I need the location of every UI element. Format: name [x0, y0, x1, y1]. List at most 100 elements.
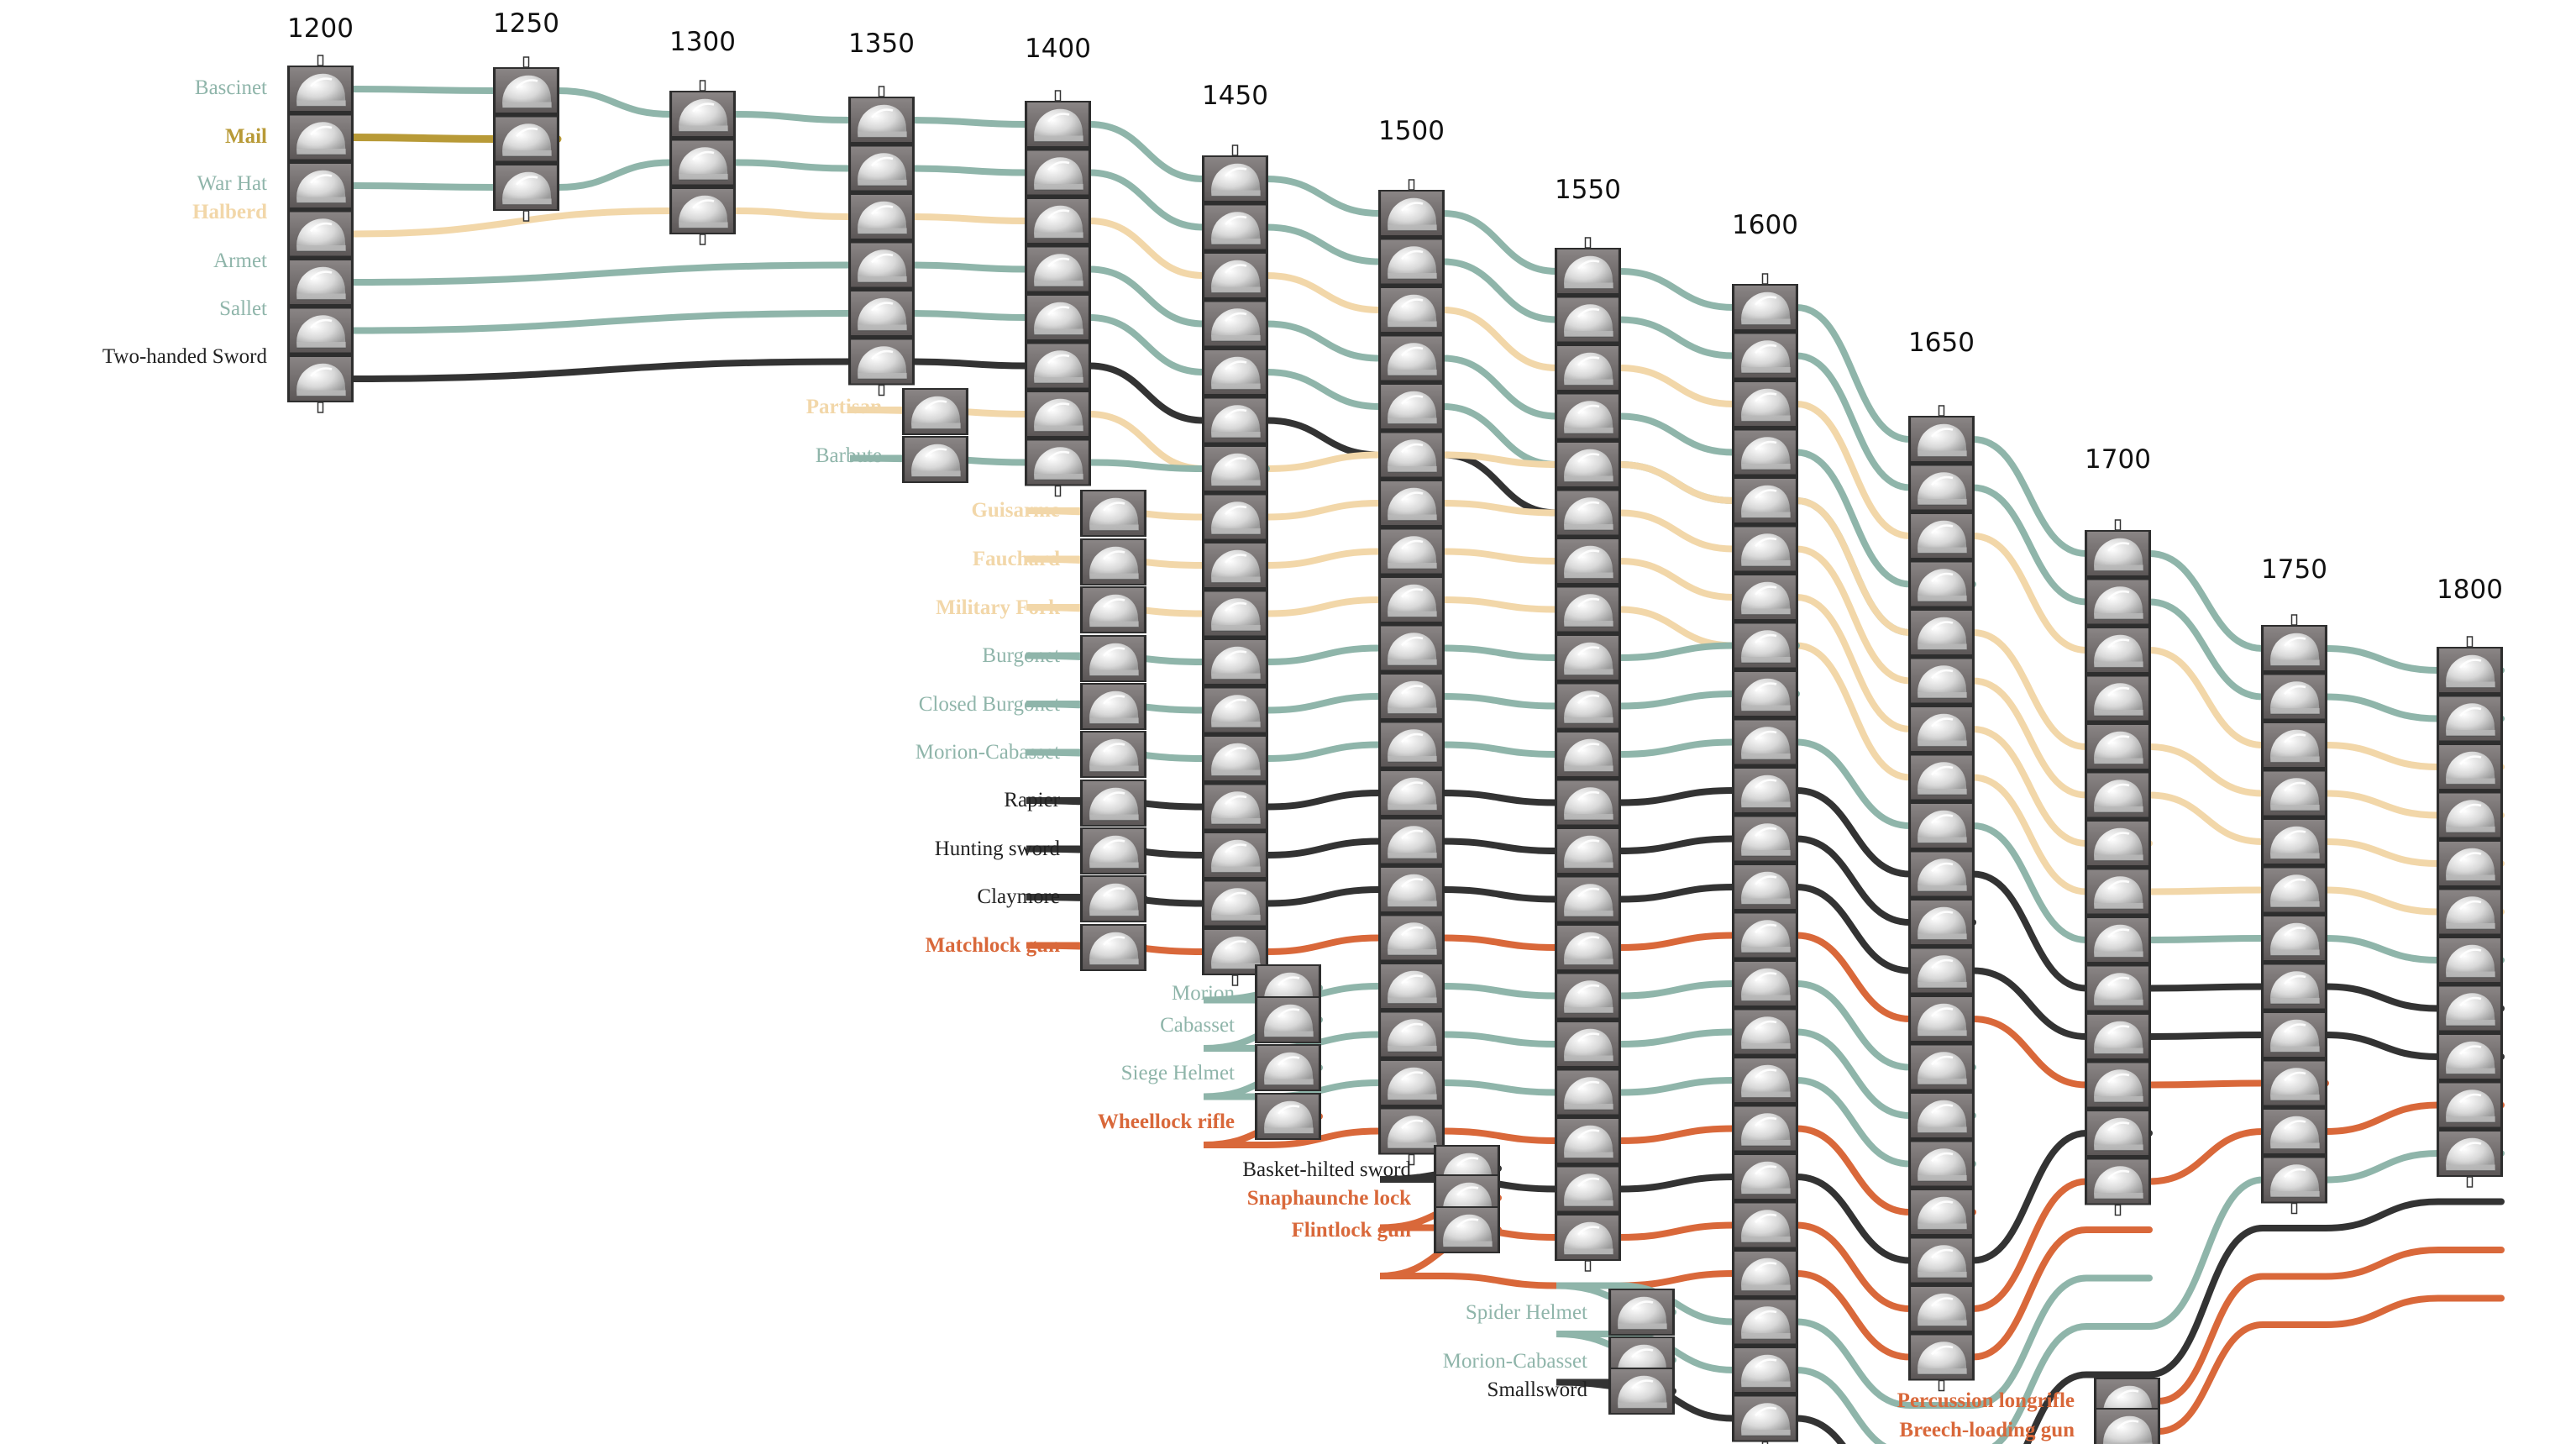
helmet-icon — [1380, 1061, 1443, 1105]
helmet-icon — [1734, 479, 1797, 522]
helmet-icon — [1380, 675, 1443, 718]
helmet-icon — [1380, 771, 1443, 815]
column-top-tab — [522, 56, 530, 68]
column-bottom-tab — [2466, 1176, 2474, 1188]
item-label: Bascinet — [195, 76, 267, 99]
helmet-icon — [2438, 890, 2501, 934]
helmet-icon — [1910, 417, 1973, 461]
helmet-icon — [1204, 447, 1267, 491]
helmet-icon — [289, 308, 352, 353]
helmet-icon — [1026, 247, 1089, 291]
helmet-icon — [1734, 1203, 1797, 1247]
column-top-tab — [2290, 614, 2298, 626]
helmet-icon — [1556, 1119, 1619, 1163]
column-1700 — [2085, 519, 2151, 1216]
year-label: 1650 — [1908, 328, 1975, 358]
item-label: Mail — [225, 125, 267, 148]
helmet-icon — [1082, 540, 1145, 584]
helmet-icon — [2263, 1158, 2326, 1202]
line-sallet — [349, 310, 1976, 636]
line-mail — [348, 134, 562, 143]
helmet-icon — [1204, 157, 1267, 201]
line-guisarme — [1026, 500, 2505, 867]
helmet-icon — [850, 243, 913, 287]
item-label: Sallet — [219, 297, 267, 320]
column-frame — [2261, 625, 2327, 1204]
helmet-icon — [1556, 877, 1619, 922]
helmet-icon — [1910, 707, 1973, 751]
column-bottom-tab — [317, 402, 324, 413]
helmet-icon — [495, 165, 558, 209]
helmet-icon — [1556, 733, 1619, 776]
helmet-icon — [850, 291, 913, 335]
helmet-icon — [2086, 773, 2149, 817]
year-label: 1600 — [1732, 210, 1798, 240]
helmet-icon — [495, 117, 558, 161]
line-morion-cabasset — [1026, 738, 2505, 964]
helmet-icon — [1204, 205, 1267, 249]
year-label: 1750 — [2261, 554, 2327, 585]
year-label: 1400 — [1025, 34, 1091, 64]
item-label: Basket-hilted sword — [1242, 1158, 1411, 1181]
helmet-icon — [1257, 1095, 1319, 1138]
helmet-icon — [2086, 580, 2149, 624]
helmet-icon — [1556, 491, 1619, 535]
column-frame — [848, 97, 915, 386]
helmet-icon — [1026, 102, 1089, 146]
line-breech-loading-gun — [2155, 1294, 2505, 1435]
column-1500 — [1378, 179, 1445, 1166]
helmet-icon — [1082, 733, 1145, 776]
helmet-icon — [1556, 974, 1619, 1018]
line-wheellock-rifle — [1203, 1113, 1976, 1216]
column-top-tab — [699, 80, 706, 92]
helmet-icon — [2086, 822, 2149, 865]
helmet-icon — [2438, 1132, 2501, 1175]
helmet-icon — [1380, 819, 1443, 864]
item-label: Hunting sword — [935, 838, 1061, 860]
year-labels: 1200 1250 1300 1350 1400 1450 1500 1550 1600 1650… — [287, 8, 2503, 605]
helmet-icon — [1910, 1094, 1973, 1137]
helmet-icon — [1204, 495, 1267, 539]
helmet-icon — [1734, 1155, 1797, 1199]
helmet-icon — [1026, 392, 1089, 436]
column-bottom-tab — [1938, 1379, 1945, 1392]
helmet-icon — [1026, 344, 1089, 388]
helmet-icon — [1734, 1106, 1797, 1151]
helmet-icon — [2263, 868, 2326, 912]
helmet-icon — [1556, 1167, 1619, 1211]
helmet-icon — [2086, 918, 2149, 962]
helmet-icon — [1204, 302, 1267, 346]
line-percussion-longrifle — [2155, 1247, 2505, 1405]
helmet-icon — [1380, 916, 1443, 960]
helmet-icon — [2438, 842, 2501, 885]
helmet-icon — [1082, 685, 1145, 728]
column-bottom-tab — [1408, 1153, 1415, 1166]
year-label: 1450 — [1202, 81, 1268, 111]
line-rapier — [1026, 787, 2505, 1012]
helmet-icon — [2086, 676, 2149, 721]
helmet-icon — [1026, 199, 1089, 243]
helmet-icon — [2263, 1061, 2326, 1105]
helmet-icon — [2086, 1111, 2149, 1155]
helmet-icon — [1380, 722, 1443, 767]
column-1400 — [1025, 90, 1091, 497]
helmet-icon — [2438, 938, 2501, 982]
line-flintlock-gun — [1379, 1226, 2153, 1361]
helmet-icon — [2263, 1110, 2326, 1153]
helmet-icon — [1556, 1022, 1619, 1066]
line-cabasset — [1203, 1016, 1976, 1119]
helmet-icon — [1082, 829, 1145, 873]
helmet-icon — [1910, 755, 1973, 800]
helmet-icon — [1204, 785, 1267, 829]
helmet-icon — [1910, 997, 1973, 1041]
column-1600 — [1732, 273, 1798, 1444]
column-1800 — [2437, 636, 2503, 1188]
helmet-icon — [1082, 637, 1145, 680]
year-label: 1250 — [493, 8, 559, 39]
column-top-tab — [1054, 90, 1062, 102]
helmet-icon — [1910, 562, 1973, 606]
helmet-icon — [1734, 333, 1797, 378]
helmet-icon — [289, 212, 352, 256]
column-bottom-tab — [1231, 974, 1239, 986]
